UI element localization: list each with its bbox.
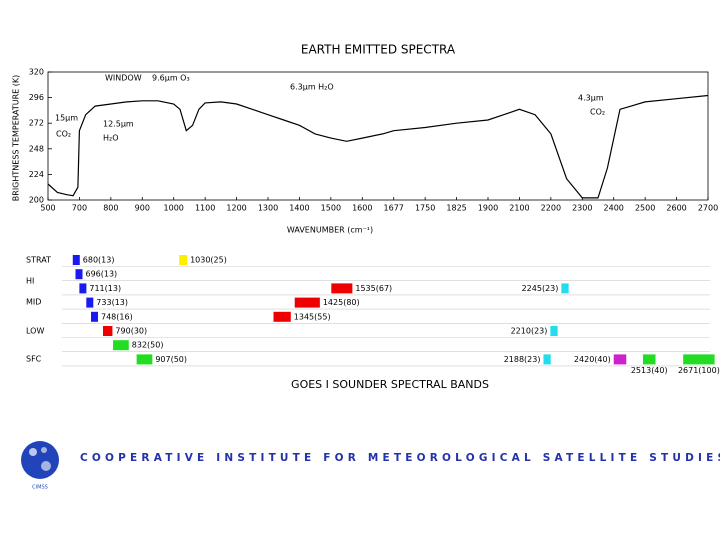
x-tick-label: 1750 [415, 204, 435, 213]
x-tick-label: 500 [40, 204, 55, 213]
band [543, 354, 551, 365]
band-label: 832(50) [132, 341, 164, 350]
band-label: 2245(23) [522, 284, 559, 293]
logo-spot [41, 447, 47, 453]
chart-title: EARTH EMITTED SPECTRA [301, 43, 456, 57]
annotation: CO₂ [590, 108, 605, 117]
band-label: 1535(67) [355, 284, 392, 293]
y-tick-label: 248 [29, 144, 44, 153]
band-label: 696(13) [85, 270, 117, 279]
footer-text: COOPERATIVE INSTITUTE FOR METEOROLOGICAL… [80, 452, 720, 464]
band-label: 748(16) [101, 312, 133, 321]
x-tick-label: 1400 [289, 204, 309, 213]
x-tick-label: 1825 [446, 204, 466, 213]
x-tick-label: 1900 [478, 204, 498, 213]
band-label: 1425(80) [323, 298, 360, 307]
band [331, 283, 353, 294]
x-tick-label: 2600 [666, 204, 686, 213]
x-axis-label: WAVENUMBER (cm⁻¹) [287, 226, 373, 235]
band-label: 2210(23) [511, 327, 548, 336]
band [561, 283, 569, 294]
band [113, 340, 129, 351]
band [642, 354, 656, 365]
x-tick-label: 1677 [384, 204, 404, 213]
x-tick-label: 800 [103, 204, 118, 213]
x-tick-label: 2100 [509, 204, 529, 213]
band-label: 1030(25) [190, 256, 227, 265]
band-label: 2671(100) [678, 366, 720, 375]
band-label: 2188(23) [504, 355, 541, 364]
logo-spot [41, 461, 51, 471]
x-tick-label: 2700 [698, 204, 718, 213]
logo: CIMSS [21, 441, 59, 491]
band [294, 297, 320, 308]
row-label: SFC [26, 355, 42, 364]
x-tick-label: 1100 [195, 204, 215, 213]
band [79, 283, 87, 294]
annotation: WINDOW [105, 74, 142, 83]
band [75, 269, 83, 280]
x-tick-label: 2500 [635, 204, 655, 213]
band-label: 1345(55) [294, 312, 331, 321]
band-label: 733(13) [96, 298, 128, 307]
band [72, 255, 80, 265]
x-tick-label: 2400 [604, 204, 624, 213]
y-tick-label: 224 [29, 170, 44, 179]
band-label: 711(13) [89, 284, 121, 293]
band [86, 297, 94, 308]
band [103, 326, 113, 336]
annotation: 15μm [55, 114, 78, 123]
annotation: 6.3μm H₂O [290, 83, 334, 92]
logo-globe [21, 441, 59, 479]
band-label: 2513(40) [631, 366, 668, 375]
band [613, 354, 627, 365]
y-tick-label: 272 [29, 119, 44, 128]
annotation: 4.3μm [578, 94, 604, 103]
y-tick-label: 296 [29, 93, 44, 102]
band [273, 311, 291, 322]
row-label: STRAT [26, 256, 51, 265]
x-tick-label: 1200 [226, 204, 246, 213]
spectrum-line [47, 94, 709, 199]
x-tick-label: 900 [135, 204, 150, 213]
annotation: H₂O [103, 134, 119, 143]
x-tick-label: 1600 [352, 204, 372, 213]
band-label: 907(50) [155, 355, 187, 364]
annotation: CO₂ [56, 130, 71, 139]
band-label: 790(30) [115, 327, 147, 336]
x-tick-label: 700 [72, 204, 87, 213]
x-tick-label: 1300 [258, 204, 278, 213]
row-label: HI [26, 277, 34, 286]
y-tick-label: 200 [29, 196, 44, 205]
annotation: 12.5μm [103, 120, 134, 129]
band-label: 680(13) [83, 256, 115, 265]
band [550, 326, 558, 336]
y-tick-label: 320 [29, 68, 44, 77]
band [136, 354, 153, 365]
band [683, 354, 715, 365]
row-label: LOW [26, 327, 44, 336]
x-tick-label: 2300 [572, 204, 592, 213]
y-axis-label: BRIGHTNESS TEMPERATURE (K) [12, 75, 21, 201]
logo-spot [29, 448, 37, 456]
plot-frame [47, 71, 709, 201]
x-tick-label: 2200 [541, 204, 561, 213]
annotation: 9.6μm O₃ [152, 74, 190, 83]
band [91, 311, 99, 322]
band-title: GOES I SOUNDER SPECTRAL BANDS [291, 378, 489, 391]
x-tick-label: 1000 [164, 204, 184, 213]
row-label: MID [26, 298, 41, 307]
band [179, 255, 188, 265]
logo-text: CIMSS [32, 485, 48, 491]
x-tick-label: 1500 [321, 204, 341, 213]
band-label: 2420(40) [574, 355, 611, 364]
